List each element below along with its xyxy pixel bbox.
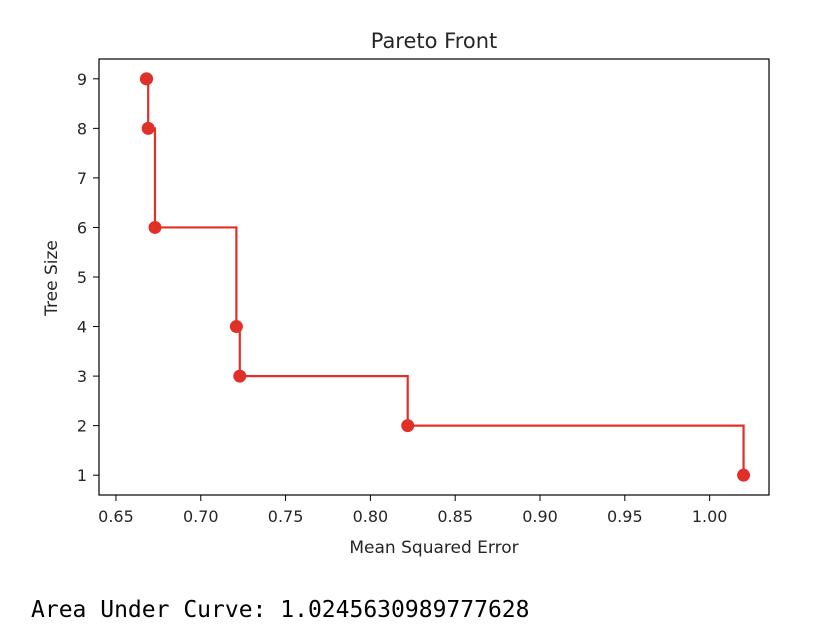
x-tick-label: 0.85 [437, 507, 473, 526]
y-tick-label: 2 [77, 417, 87, 436]
pareto-point [229, 320, 243, 334]
pareto-point [737, 468, 751, 482]
y-tick-label: 4 [77, 318, 87, 337]
x-tick-label: 0.90 [522, 507, 558, 526]
y-tick-label: 9 [77, 70, 87, 89]
plot-area [139, 72, 751, 482]
pareto-point [141, 121, 155, 135]
auc-output-text: Area Under Curve: 1.0245630989777628 [31, 597, 530, 623]
y-tick-label: 5 [77, 268, 87, 287]
pareto-point [139, 72, 153, 86]
pareto-chart: Pareto Front Mean Squared Error Tree Siz… [42, 29, 770, 558]
pareto-point [233, 369, 247, 383]
x-axis-label: Mean Squared Error [349, 538, 518, 558]
x-tick-label: 0.75 [268, 507, 304, 526]
pareto-step-line [146, 77, 745, 476]
plot-frame [98, 58, 770, 496]
y-tick-label: 6 [77, 218, 87, 237]
x-tick-label: 0.70 [183, 507, 219, 526]
y-tick-label: 7 [77, 169, 87, 188]
x-tick-label: 0.80 [353, 507, 389, 526]
y-tick-label: 8 [77, 119, 87, 138]
chart-title: Pareto Front [371, 29, 498, 53]
x-tick-label: 1.00 [692, 507, 728, 526]
y-tick-label: 3 [77, 367, 87, 386]
y-tick-label: 1 [77, 466, 87, 485]
pareto-point [401, 419, 415, 433]
pareto-point [148, 220, 162, 234]
x-tick-label: 0.95 [607, 507, 643, 526]
x-tick-label: 0.65 [98, 507, 134, 526]
y-axis-label: Tree Size [42, 240, 62, 317]
